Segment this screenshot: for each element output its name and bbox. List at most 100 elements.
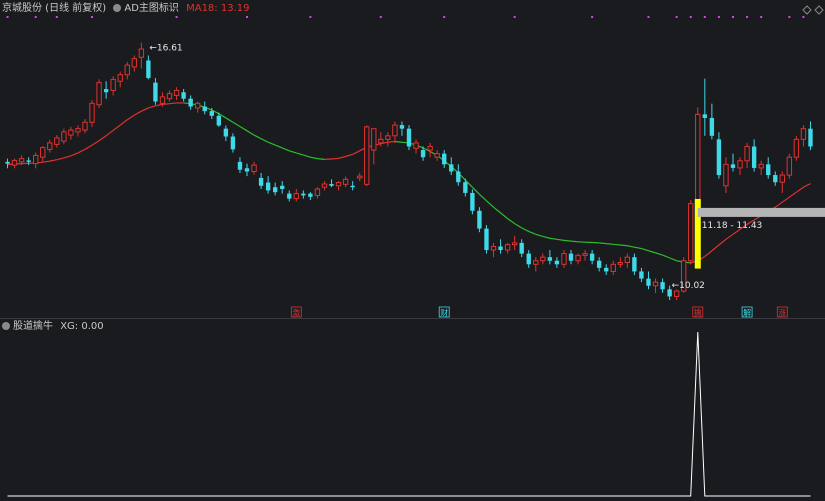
candle[interactable] [75,125,81,137]
candle[interactable] [33,152,39,169]
candle[interactable] [709,103,715,140]
candle[interactable] [420,146,426,161]
candle[interactable] [751,139,757,172]
candle[interactable] [131,55,137,72]
candle[interactable] [392,121,398,143]
candle[interactable] [604,264,609,276]
candle[interactable] [786,153,793,179]
candle[interactable] [124,61,130,80]
candle[interactable] [688,200,694,265]
candle[interactable] [166,90,173,102]
collapse-icon[interactable] [802,5,812,15]
candle[interactable] [533,257,539,272]
candle[interactable] [195,101,201,113]
candle[interactable] [188,95,193,110]
candle[interactable] [463,178,468,197]
candle[interactable] [652,278,659,293]
candle[interactable] [632,253,637,276]
candle[interactable] [673,289,680,300]
candle[interactable] [695,107,701,208]
event-marker[interactable]: 涨 [776,306,788,318]
indicator-toggle-icon[interactable] [113,4,122,12]
candle[interactable] [477,207,482,233]
candle[interactable] [146,55,151,80]
candle[interactable] [737,157,743,176]
candle[interactable] [406,125,412,151]
candle[interactable] [554,257,560,268]
candle[interactable] [314,187,321,199]
candle[interactable] [173,87,180,101]
expand-icon[interactable] [814,5,824,15]
candle[interactable] [216,112,222,127]
candle[interactable] [47,139,53,153]
candle[interactable] [350,181,355,191]
candle[interactable] [723,157,729,193]
candle[interactable] [575,253,581,265]
candle[interactable] [223,125,229,142]
candle[interactable] [716,132,722,179]
stock-title[interactable]: 京城股份 (日线 前复权) [2,3,107,14]
candlestick-series[interactable] [5,42,813,300]
candle[interactable] [308,192,313,201]
candle[interactable] [449,157,454,176]
event-marker[interactable]: 解 [741,306,753,318]
candle[interactable] [511,235,518,251]
candle[interactable] [202,101,207,115]
sub-indicator-label[interactable]: 股道擒牛 [13,321,53,332]
candle[interactable] [181,89,186,102]
candle[interactable] [18,155,25,166]
candle[interactable] [342,176,349,188]
candle[interactable] [582,250,588,261]
candle[interactable] [744,142,750,168]
candle[interactable] [800,125,807,147]
candle[interactable] [490,242,497,258]
candle[interactable] [702,78,708,136]
candle[interactable] [610,260,616,276]
candle[interactable] [237,157,243,173]
candle[interactable] [89,100,95,127]
candle[interactable] [11,158,18,169]
candle[interactable] [110,76,116,96]
candle[interactable] [617,257,623,268]
candle[interactable] [504,242,511,254]
candle[interactable] [639,267,644,283]
candle[interactable] [357,172,363,182]
candle[interactable] [808,121,813,151]
candle[interactable] [399,121,405,136]
candle[interactable] [681,257,687,293]
candle[interactable] [159,92,166,107]
candle[interactable] [138,42,145,69]
candle[interactable] [5,158,10,169]
candle[interactable] [258,172,264,189]
candle[interactable] [26,157,31,166]
event-markers[interactable]: 激财擒解涨 [290,306,788,318]
candle[interactable] [68,126,74,140]
candle[interactable] [793,135,800,161]
candle[interactable] [519,239,524,258]
candle[interactable] [758,160,764,176]
candle[interactable] [61,128,67,145]
candle[interactable] [498,239,503,254]
candle[interactable] [321,181,328,191]
candle[interactable] [265,176,271,194]
candle[interactable] [470,189,475,215]
candle[interactable] [646,271,651,290]
sub-indicator-toggle-icon[interactable] [2,322,10,330]
candle[interactable] [660,278,665,293]
candle[interactable] [766,157,771,179]
candle[interactable] [40,146,46,162]
candle[interactable] [329,179,334,188]
candle[interactable] [434,150,440,161]
candle[interactable] [484,225,489,254]
panel-tools-main[interactable] [802,5,824,15]
candle[interactable] [547,250,553,265]
candle[interactable] [153,77,158,105]
candle[interactable] [82,119,88,134]
candle[interactable] [526,250,531,268]
candle[interactable] [301,190,306,199]
candle[interactable] [589,250,595,265]
candle[interactable] [280,181,285,194]
candle[interactable] [385,132,391,147]
candle[interactable] [364,125,370,187]
candle[interactable] [456,164,461,186]
